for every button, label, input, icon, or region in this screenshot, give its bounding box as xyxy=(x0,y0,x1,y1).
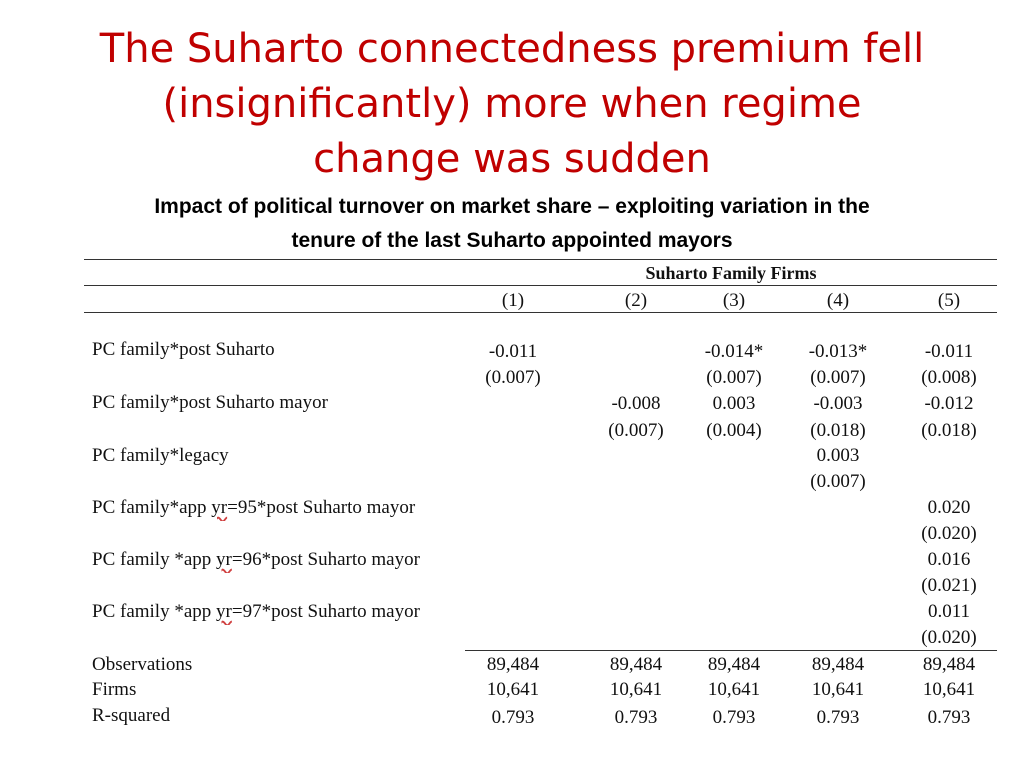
slide-subtitle-line-1: Impact of political turnover on market s… xyxy=(154,195,870,218)
row-label-legacy: PC family*legacy xyxy=(92,445,229,466)
row-label-app-yr-96-yr: yr xyxy=(216,549,232,570)
column-header-5: (5) xyxy=(937,290,961,311)
row-label-app-yr-97-yr: yr xyxy=(216,601,232,622)
stat-r-squared-c1: 0.793 xyxy=(491,707,535,728)
se-r1-c2: (0.007) xyxy=(608,420,664,441)
coef-r2-c4: 0.003 xyxy=(816,445,860,466)
column-header-bottom-rule xyxy=(84,312,997,313)
se-r1-c3: (0.004) xyxy=(706,420,762,441)
stat-observations-c4: 89,484 xyxy=(811,654,865,675)
coef-r0-c3: -0.014* xyxy=(704,341,764,362)
coef-r0-c5: -0.011 xyxy=(924,341,974,362)
coef-r1-c3: 0.003 xyxy=(712,393,756,414)
stat-observations-c1: 89,484 xyxy=(486,654,540,675)
stat-label-observations: Observations xyxy=(92,654,193,675)
row-label-app-yr-96-post: =96*post Suharto mayor xyxy=(231,549,420,570)
stat-firms-c2: 10,641 xyxy=(609,679,663,700)
coef-r5-c5: 0.011 xyxy=(927,601,971,622)
row-label-app-yr-96: PC family *app yr=96*post Suharto mayor xyxy=(92,547,464,573)
se-r0-c3: (0.007) xyxy=(706,367,762,388)
se-r5-c5: (0.020) xyxy=(921,627,977,648)
row-label-app-yr-95-post: =95*post Suharto mayor xyxy=(227,497,416,518)
coef-r4-c5: 0.016 xyxy=(927,549,971,570)
se-r4-c5: (0.021) xyxy=(921,575,977,596)
se-r3-c5: (0.020) xyxy=(921,523,977,544)
stat-r-squared-c2: 0.793 xyxy=(614,707,658,728)
stat-r-squared-c5: 0.793 xyxy=(927,707,971,728)
column-header-3: (3) xyxy=(722,290,746,311)
row-label-post-suharto-mayor: PC family*post Suharto mayor xyxy=(92,392,328,413)
row-label-post-suharto: PC family*post Suharto xyxy=(92,339,275,360)
slide-subtitle-line-2: tenure of the last Suharto appointed may… xyxy=(291,229,733,252)
row-label-app-yr-97-post: =97*post Suharto mayor xyxy=(231,601,420,622)
stat-firms-c5: 10,641 xyxy=(922,679,976,700)
row-label-app-yr-95-yr: yr xyxy=(211,497,228,518)
se-r2-c4: (0.007) xyxy=(810,471,866,492)
column-header-rule-left xyxy=(84,285,465,286)
stat-firms-c1: 10,641 xyxy=(486,679,540,700)
column-header-1: (1) xyxy=(501,290,525,311)
se-r0-c5: (0.008) xyxy=(921,367,977,388)
se-r0-c4: (0.007) xyxy=(810,367,866,388)
stats-separator-rule xyxy=(465,650,997,651)
column-header-4: (4) xyxy=(826,290,850,311)
coef-r3-c5: 0.020 xyxy=(927,497,971,518)
stat-firms-c3: 10,641 xyxy=(707,679,761,700)
se-r1-c4: (0.018) xyxy=(810,420,866,441)
column-header-2: (2) xyxy=(624,290,648,311)
slide-title-line-3: change was sudden xyxy=(313,136,711,182)
stat-firms-c4: 10,641 xyxy=(811,679,865,700)
slide-title-line-2: (insignificantly) more when regime xyxy=(162,81,862,127)
slide-title: The Suharto connectedness premium fell (… xyxy=(0,22,1024,187)
group-header-underline xyxy=(465,285,997,286)
stat-observations-c3: 89,484 xyxy=(707,654,761,675)
se-r0-c1: (0.007) xyxy=(485,367,541,388)
stat-label-firms: Firms xyxy=(92,679,137,700)
stat-observations-c2: 89,484 xyxy=(609,654,663,675)
table-top-rule xyxy=(84,259,997,260)
stat-r-squared-c3: 0.793 xyxy=(712,707,756,728)
row-label-app-yr-97: PC family *app yr=97*post Suharto mayor xyxy=(92,599,464,625)
slide-subtitle: Impact of political turnover on market s… xyxy=(0,190,1024,258)
coef-r1-c5: -0.012 xyxy=(924,393,974,414)
row-label-app-yr-96-pre: PC family *app xyxy=(92,549,217,570)
stat-observations-c5: 89,484 xyxy=(922,654,976,675)
coef-r1-c4: -0.003 xyxy=(813,393,863,414)
row-label-app-yr-95-pre: PC family*app xyxy=(92,497,212,518)
coef-r1-c2: -0.008 xyxy=(611,393,661,414)
row-label-app-yr-97-pre: PC family *app xyxy=(92,601,217,622)
coef-r0-c4: -0.013* xyxy=(808,341,868,362)
stat-label-r-squared: R-squared xyxy=(92,705,171,726)
group-header: Suharto Family Firms xyxy=(645,263,817,283)
stat-r-squared-c4: 0.793 xyxy=(816,707,860,728)
se-r1-c5: (0.018) xyxy=(921,420,977,441)
row-label-app-yr-95: PC family*app yr=95*post Suharto mayor xyxy=(92,495,464,521)
slide-title-line-1: The Suharto connectedness premium fell xyxy=(99,26,925,72)
coef-r0-c1: -0.011 xyxy=(488,341,538,362)
